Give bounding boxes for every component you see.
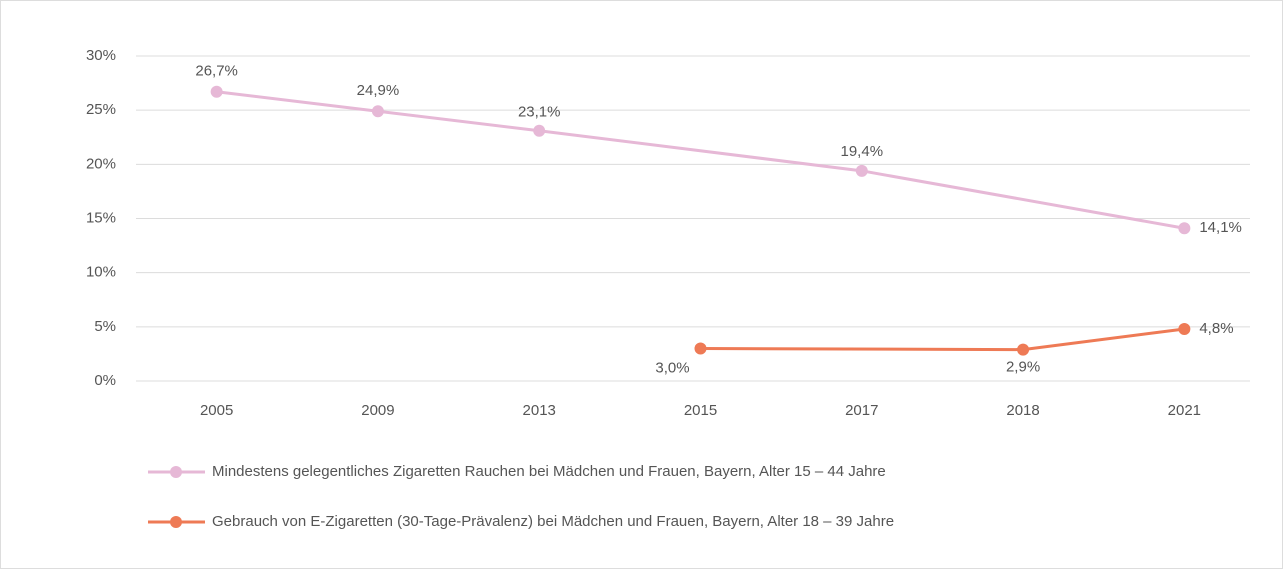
x-tick-label: 2013 xyxy=(523,402,556,419)
point xyxy=(533,124,546,137)
point xyxy=(1017,343,1030,356)
y-tick-label: 30% xyxy=(86,47,116,64)
x-tick-label: 2017 xyxy=(845,402,878,419)
y-tick-label: 20% xyxy=(86,155,116,172)
legend-label: Mindestens gelegentliches Zigaretten Rau… xyxy=(212,463,886,480)
legend-marker xyxy=(170,516,182,528)
value-label: 26,7% xyxy=(195,63,238,80)
value-label: 2,9% xyxy=(1006,359,1040,376)
point xyxy=(210,85,223,98)
point xyxy=(1178,222,1191,235)
x-tick-label: 2015 xyxy=(684,402,717,419)
value-label: 4,8% xyxy=(1199,320,1233,337)
legend-label: Gebrauch von E-Zigaretten (30-Tage-Präva… xyxy=(212,513,894,530)
y-tick-label: 10% xyxy=(86,264,116,281)
x-tick-label: 2021 xyxy=(1168,402,1201,419)
point xyxy=(371,105,384,118)
y-tick-label: 0% xyxy=(94,372,116,389)
x-tick-label: 2005 xyxy=(200,402,233,419)
point xyxy=(694,342,707,355)
legend-marker xyxy=(170,466,182,478)
value-label: 14,1% xyxy=(1199,219,1242,236)
y-tick-label: 25% xyxy=(86,101,116,118)
value-label: 3,0% xyxy=(655,359,689,376)
value-label: 24,9% xyxy=(357,82,400,99)
x-tick-label: 2018 xyxy=(1006,402,1039,419)
x-tick-label: 2009 xyxy=(361,402,394,419)
value-label: 19,4% xyxy=(841,143,884,160)
point xyxy=(855,164,868,177)
y-tick-label: 5% xyxy=(94,318,116,335)
y-tick-label: 15% xyxy=(86,209,116,226)
point xyxy=(1178,323,1191,335)
value-label: 23,1% xyxy=(518,104,561,121)
